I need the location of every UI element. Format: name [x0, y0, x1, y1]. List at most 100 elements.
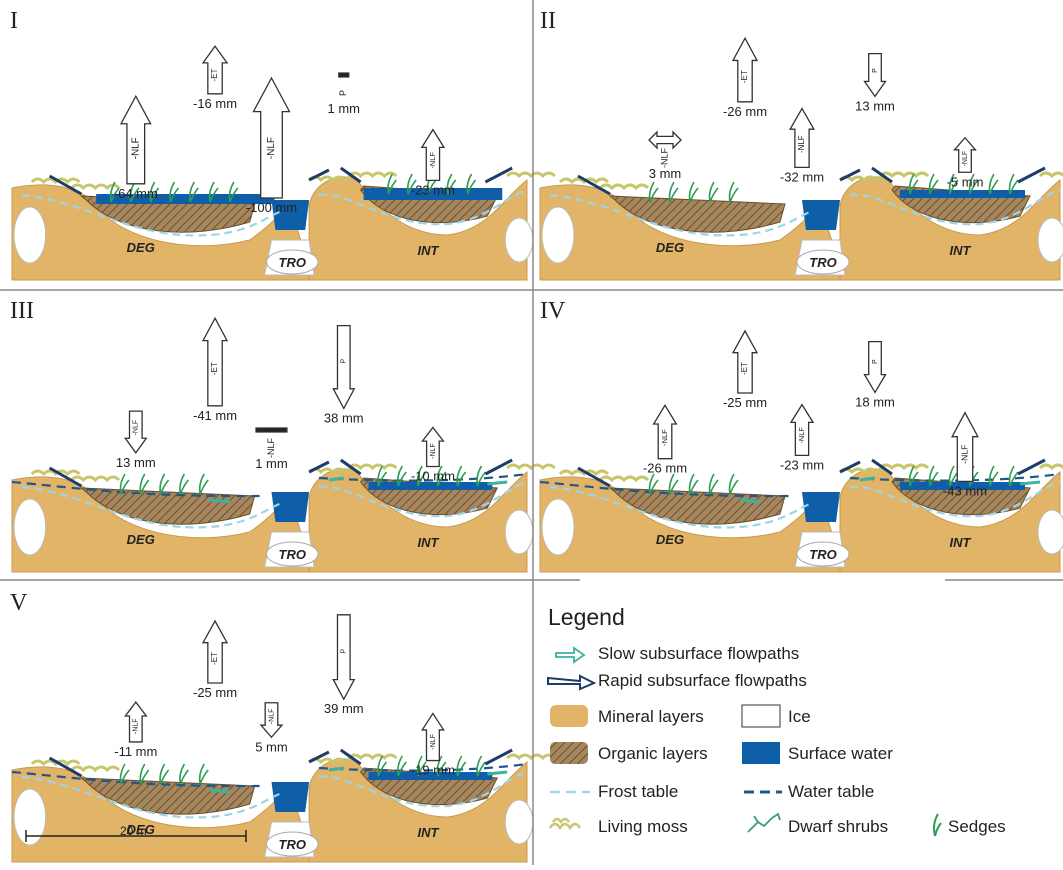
- landform-label-deg: DEG: [127, 822, 155, 837]
- rapid-flowpath-0: [577, 466, 611, 488]
- value-p-iv: 18 mm: [855, 394, 895, 409]
- value-nlf-tro-iv: -23 mm: [780, 457, 824, 472]
- living-moss-1: [70, 183, 121, 191]
- legend-symbol-sedges: [933, 813, 942, 837]
- landform-label-tro: TRO: [279, 837, 306, 852]
- frost-table-left: [21, 485, 280, 529]
- sedge-0: [648, 181, 659, 203]
- living-moss-3: [347, 171, 398, 179]
- living-moss-4: [1038, 463, 1063, 471]
- arrow-et-i-glyph: -ET: [210, 68, 219, 81]
- surface-water-int: [368, 772, 493, 780]
- sedge-3: [169, 181, 180, 203]
- living-moss-4: [506, 753, 556, 761]
- arrow-nlf-int-iv: [951, 411, 979, 483]
- sedge-5: [908, 465, 919, 487]
- arrow-nlf-deg-iii: [124, 410, 148, 454]
- value-nlf-int-ii: -5 mm: [947, 174, 984, 189]
- value-nlf-int-iv: -43 mm: [943, 483, 987, 498]
- sedge-3: [708, 181, 719, 203]
- sedge-8: [436, 755, 447, 777]
- rapid-flowpath-1: [308, 460, 330, 474]
- legend-symbol-moss: [548, 817, 582, 831]
- arrow-nlf-deg-ii-glyph: -NLF: [659, 147, 669, 168]
- arrow-p-iii: [332, 324, 356, 410]
- arrow-nlf-int-i: [420, 128, 446, 182]
- slow-flowpath-0: [209, 498, 231, 504]
- legend-symbol-mineral: [550, 705, 588, 727]
- value-nlf-tro-iii: 1 mm: [255, 456, 288, 471]
- living-moss-4: [1038, 171, 1063, 179]
- sedge-5: [377, 755, 388, 777]
- landform-label-tro: TRO: [809, 547, 836, 562]
- rapid-flowpath-1: [839, 168, 861, 182]
- legend-label-ice: Ice: [788, 707, 811, 726]
- rapid-flowpath-2: [339, 748, 362, 766]
- sedge-0: [119, 473, 130, 495]
- slow-flowpath-2: [1019, 480, 1041, 486]
- frost-table-right: [849, 188, 1061, 226]
- rapid-flowpath-0: [48, 756, 83, 778]
- panel-title-iii: III: [10, 298, 34, 324]
- living-moss-4: [506, 463, 556, 471]
- rapid-flowpath-2: [871, 166, 893, 184]
- slow-flowpath-1: [859, 476, 876, 482]
- frost-table-left: [21, 775, 280, 819]
- legend-label-slow: Slow subsurface flowpaths: [598, 644, 800, 663]
- surface-water-trough: [802, 492, 840, 522]
- rapid-flowpath-2: [871, 458, 893, 476]
- arrow-nlf-deg-iii-glyph: -NLF: [133, 420, 140, 436]
- rapid-flowpath-1: [308, 750, 330, 764]
- water-table-right: [318, 762, 528, 772]
- sedge-7: [416, 465, 427, 487]
- living-moss-0: [30, 469, 81, 477]
- panel-title-ii: II: [540, 8, 556, 34]
- sedge-9: [988, 465, 999, 487]
- frost-table-right: [318, 770, 528, 808]
- ice-right: [504, 217, 534, 263]
- rapid-flowpath-1: [839, 460, 861, 474]
- frost-table-right: [318, 188, 528, 226]
- value-nlf-int-i: -23 mm: [411, 182, 455, 197]
- frost-table-left: [549, 485, 811, 529]
- arrow-nlf-int-ii-glyph: -NLF: [962, 151, 969, 167]
- sedge-0: [119, 763, 130, 785]
- panel-title-v: V: [10, 590, 28, 616]
- arrow-nlf-deg-iv: [652, 404, 678, 460]
- sedge-5: [208, 181, 219, 203]
- tro-oval: [266, 541, 319, 567]
- value-et-iii: -41 mm: [193, 408, 237, 423]
- arrow-et-iii: [201, 316, 229, 407]
- sedge-2: [159, 473, 170, 495]
- legend-label-frost-table: Frost table: [598, 782, 679, 801]
- value-et-iv: -25 mm: [723, 395, 767, 410]
- arrow-et-v-glyph: -ET: [210, 652, 219, 665]
- sedge-6: [228, 181, 239, 203]
- value-nlf-deg-iv: -26 mm: [643, 461, 687, 476]
- arrow-nlf-tro-ii-glyph: -NLF: [797, 135, 806, 153]
- value-et-i: -16 mm: [193, 96, 237, 111]
- water-table-left: [539, 480, 791, 498]
- panel-iv: DEG INT TRO IV -ET -25 mm P 18 mm -NLF -26 mm -NLF…: [539, 298, 1063, 573]
- value-nlf-int-iii: -10 mm: [411, 469, 455, 484]
- sedge-10: [476, 465, 487, 487]
- landform-label-deg: DEG: [127, 240, 155, 255]
- panel-iii: DEG INT TRO III -ET -41 mm P 38 mm -NLF 13 mm -NLF…: [10, 298, 556, 573]
- sedge-6: [928, 173, 939, 195]
- water-table-left: [11, 770, 260, 788]
- surface-water-trough: [802, 200, 840, 230]
- ice-right: [1037, 509, 1063, 555]
- landform-label-int: INT: [950, 535, 972, 550]
- value-nlf-deg-i: -64 mm: [114, 186, 158, 201]
- arrow-nlf-tro-iii: [255, 427, 288, 433]
- ice-right: [504, 799, 534, 845]
- landform-label-int: INT: [417, 535, 439, 550]
- arrow-et-ii-glyph: -ET: [740, 70, 749, 83]
- landform-label-tro: TRO: [279, 547, 306, 562]
- sedge-8: [436, 465, 447, 487]
- sedge-6: [396, 465, 407, 487]
- legend-label-mineral: Mineral layers: [598, 707, 704, 726]
- tro-oval: [266, 831, 319, 857]
- arrow-p-iv-glyph: P: [872, 359, 879, 364]
- arrow-nlf-deg-i: [119, 94, 152, 185]
